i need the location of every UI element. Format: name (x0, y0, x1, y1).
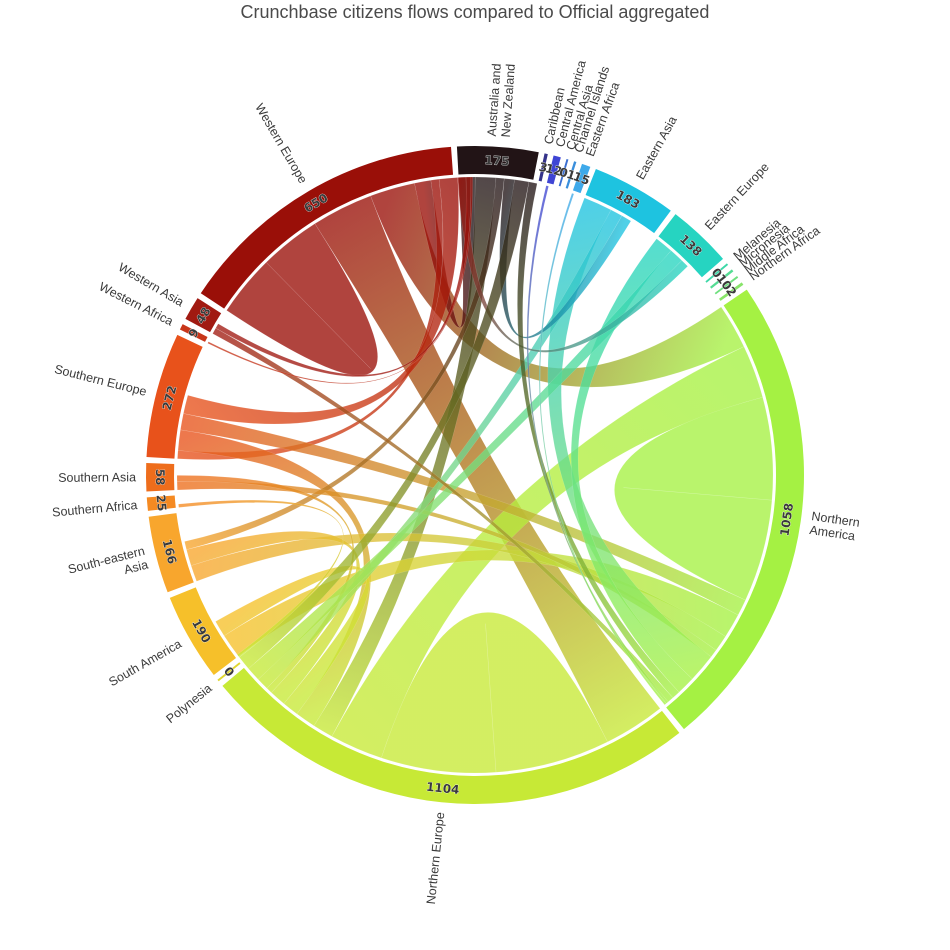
arc-southern-africa[interactable] (146, 495, 176, 511)
ribbon-south-eastern-asia-to-northern-europe (186, 531, 361, 704)
ribbon-western-africa-to-western-europe (207, 176, 473, 384)
arc-micronesia[interactable] (710, 269, 734, 289)
region-label-south-america: South America (106, 637, 184, 689)
region-label-line: Southern Africa (52, 498, 138, 520)
ribbon-northern-europe-to-australia-and-new-zealand (313, 176, 497, 737)
value-label-southern-africa: 25 (154, 494, 169, 512)
ribbon-central-america-to-northern-america (526, 185, 669, 704)
ribbon-south-eastern-asia-to-northern-america (190, 532, 726, 651)
arc-southern-europe[interactable] (146, 334, 203, 459)
region-label-line: Southern Asia (58, 470, 136, 485)
region-label-line: Western Europe (252, 101, 310, 186)
region-label-australia-and-new-zealand: Australia andNew Zealand (485, 62, 518, 137)
arc-northern-africa[interactable] (719, 282, 744, 301)
value-label-caribbean: 3 (538, 160, 549, 175)
ribbon-eastern-africa-to-northern-america (538, 192, 667, 706)
ribbons-layer (176, 176, 774, 774)
arc-central-asia[interactable] (558, 158, 569, 187)
ribbon-southern-asia-to-northern-europe (176, 475, 355, 693)
ribbon-northern-europe-to-northern-europe (381, 612, 608, 774)
region-label-southern-asia: Southern Asia (58, 470, 136, 485)
arc-south-america[interactable] (169, 587, 237, 676)
arc-western-asia[interactable] (185, 298, 222, 333)
ribbon-australia-and-new-zealand-to-northern-america (517, 181, 680, 699)
arc-eastern-africa[interactable] (572, 163, 591, 194)
arc-channel-islands[interactable] (565, 161, 577, 189)
value-label-eastern-africa: 15 (571, 169, 591, 188)
value-label-australia-and-new-zealand: 175 (484, 153, 510, 169)
ribbon-eastern-asia-to-australia-and-new-zealand (499, 178, 632, 339)
value-label-central-asia: 0 (558, 165, 570, 181)
ribbon-northern-europe-to-northern-america (331, 346, 763, 759)
region-label-line: South America (106, 637, 184, 689)
arc-middle-africa[interactable] (714, 276, 739, 295)
region-arcs-layer (146, 145, 805, 805)
chart-title: Crunchbase citizens flows compared to Of… (240, 2, 710, 22)
region-label-eastern-asia: Eastern Asia (633, 114, 679, 182)
ribbon-western-asia-to-western-europe (215, 176, 472, 377)
region-label-southern-africa: Southern Africa (52, 498, 138, 520)
region-label-eastern-europe: Eastern Europe (702, 160, 772, 233)
region-label-line: New Zealand (499, 63, 518, 137)
region-label-line: Northern Europe (424, 811, 447, 904)
value-label-northern-america: 1058 (778, 502, 797, 537)
region-label-northern-america: NorthernAmerica (809, 509, 861, 544)
ribbon-southern-europe-to-western-europe (183, 177, 459, 425)
arc-western-africa[interactable] (179, 324, 208, 342)
region-label-polynesia: Polynesia (164, 681, 215, 726)
region-label-line: Asia (123, 557, 150, 577)
ribbon-western-europe-to-northern-europe (314, 195, 661, 743)
arc-northern-america[interactable] (666, 289, 805, 730)
value-label-southern-asia: 58 (153, 469, 167, 486)
region-label-western-europe: Western Europe (252, 101, 310, 186)
ribbon-eastern-europe-to-western-europe (457, 176, 688, 353)
ribbon-southern-africa-to-northern-europe (178, 499, 344, 658)
ribbon-northern-america-to-northern-america (614, 396, 774, 601)
arc-southern-asia[interactable] (146, 462, 175, 492)
arc-northern-europe[interactable] (222, 667, 680, 805)
arc-caribbean[interactable] (538, 153, 548, 182)
ribbon-australia-and-new-zealand-to-northern-europe (238, 179, 530, 669)
region-label-line: America (809, 523, 856, 543)
value-label-northern-europe: 1104 (425, 780, 460, 797)
region-label-northern-europe: Northern Europe (424, 811, 447, 904)
region-label-line: Eastern Europe (702, 160, 772, 233)
value-label-south-eastern-asia: 166 (160, 538, 180, 566)
arc-south-eastern-asia[interactable] (148, 513, 194, 593)
region-label-line: Polynesia (164, 681, 215, 726)
region-label-line: Australia and (485, 63, 504, 137)
region-label-line: Southern Europe (53, 362, 148, 399)
arc-melanesia[interactable] (705, 263, 729, 283)
value-label-southern-europe: 272 (160, 384, 180, 412)
region-label-southern-europe: Southern Europe (53, 362, 148, 399)
region-label-south-eastern-asia: South-easternAsia (67, 544, 150, 590)
arc-eastern-asia[interactable] (585, 169, 671, 234)
region-label-line: Eastern Asia (633, 114, 679, 182)
arc-western-europe[interactable] (200, 146, 454, 309)
arc-australia-and-new-zealand[interactable] (456, 145, 539, 180)
arc-eastern-europe[interactable] (658, 214, 724, 278)
arc-central-america[interactable] (546, 155, 561, 185)
region-label-line: Northern (811, 509, 861, 530)
arc-polynesia[interactable] (217, 662, 241, 682)
ribbon-south-eastern-asia-to-australia-and-new-zealand (184, 177, 505, 550)
value-label-central-america: 12 (544, 161, 564, 179)
ribbon-eastern-europe-to-northern-europe (248, 250, 683, 680)
